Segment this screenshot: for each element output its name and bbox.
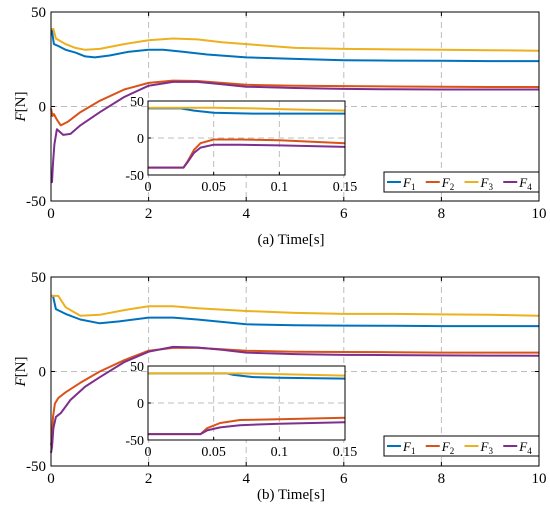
legend-label-f4: F4 xyxy=(518,439,532,456)
y-axis-label-unit: [N] xyxy=(13,357,29,378)
x-tick-label: 2 xyxy=(145,206,153,222)
x-tick-label: 8 xyxy=(438,471,446,487)
legend-label-base: F xyxy=(402,175,412,190)
inset-y-tick-label: 50 xyxy=(130,360,144,375)
legend: F1 F2 F3 F4 xyxy=(383,171,540,193)
legend-label-subscript: 4 xyxy=(527,182,532,192)
legend-label-f3: F3 xyxy=(480,439,494,456)
inset-y-tick-label: 50 xyxy=(130,95,144,110)
legend-label-f1: F1 xyxy=(402,439,415,456)
inset-x-tick-label: 0.15 xyxy=(333,180,358,195)
y-axis-label: F[N] xyxy=(13,92,29,123)
legend-label-base: F xyxy=(480,175,490,190)
x-tick-label: 0 xyxy=(47,471,55,487)
legend-label-f1: F1 xyxy=(402,175,415,192)
legend-label-base: F xyxy=(441,175,451,190)
x-tick-label: 6 xyxy=(340,471,348,487)
y-axis-label-symbol: F xyxy=(13,377,29,388)
x-tick-label: 10 xyxy=(532,206,547,222)
inset-x-tick-label: 0 xyxy=(145,180,152,195)
x-tick-label: 8 xyxy=(438,206,446,222)
series-line-f4 xyxy=(50,345,540,453)
inset-background xyxy=(148,101,345,175)
x-tick-label: 2 xyxy=(145,471,153,487)
legend-label-base: F xyxy=(518,439,528,454)
series-line-f4 xyxy=(51,80,539,184)
y-tick-label: 50 xyxy=(31,5,46,21)
legend-label-subscript: 2 xyxy=(450,446,455,456)
inset-y-tick-label: 0 xyxy=(137,397,144,412)
inset-series-line-f3 xyxy=(148,372,346,377)
legend-label-f3: F3 xyxy=(480,175,494,192)
series-line-f2 xyxy=(50,79,539,127)
inset-x-tick-label: 0.1 xyxy=(271,445,289,460)
legend-label-subscript: 1 xyxy=(411,446,416,456)
series-line-f1 xyxy=(51,29,539,63)
legend-label-subscript: 4 xyxy=(527,446,532,456)
y-axis-label-unit: [N] xyxy=(13,92,29,113)
series-line-f1 xyxy=(51,294,539,328)
subplot-caption: (a) Time[s] xyxy=(257,232,324,248)
y-tick-label: -50 xyxy=(26,194,46,210)
legend-label-subscript: 3 xyxy=(488,446,493,456)
legend-label-subscript: 2 xyxy=(450,182,455,192)
inset-series-line-f4 xyxy=(148,143,346,169)
inset-y-tick-label: -50 xyxy=(125,434,144,449)
legend-label-subscript: 1 xyxy=(411,182,416,192)
legend-box xyxy=(383,435,540,457)
series-line-f3 xyxy=(51,294,540,317)
legend-label-subscript: 3 xyxy=(488,182,493,192)
inset-x-tick-label: 0.05 xyxy=(201,445,226,460)
inset-x-tick-label: 0.05 xyxy=(201,180,226,195)
inset-x-tick-label: 0.1 xyxy=(271,180,289,195)
y-axis-label: F[N] xyxy=(13,357,29,388)
legend: F1 F2 F3 F4 xyxy=(383,435,540,457)
y-tick-label: 0 xyxy=(39,100,47,116)
series-line-f3 xyxy=(51,28,540,52)
legend-label-base: F xyxy=(518,175,528,190)
x-tick-label: 4 xyxy=(242,471,250,487)
inset-x-tick-label: 0 xyxy=(145,445,152,460)
inset-y-tick-label: -50 xyxy=(125,169,144,184)
inset-x-tick-label: 0.15 xyxy=(333,445,358,460)
legend-label-f4: F4 xyxy=(518,175,532,192)
y-tick-label: 0 xyxy=(39,365,47,381)
legend-label-f2: F2 xyxy=(441,439,454,456)
legend-label-base: F xyxy=(402,439,412,454)
subplot-caption: (b) Time[s] xyxy=(257,487,325,503)
y-axis-label-symbol: F xyxy=(13,112,29,123)
x-tick-label: 6 xyxy=(340,206,348,222)
y-tick-label: 50 xyxy=(31,270,46,286)
legend-label-f2: F2 xyxy=(441,175,454,192)
legend-label-base: F xyxy=(480,439,490,454)
legend-label-base: F xyxy=(441,439,451,454)
inset-y-tick-label: 0 xyxy=(137,132,144,147)
x-tick-label: 4 xyxy=(242,206,250,222)
legend-box xyxy=(383,171,540,193)
inset-series-line-f4 xyxy=(148,421,346,436)
x-tick-label: 10 xyxy=(532,471,547,487)
inset-series-line-f3 xyxy=(148,106,346,112)
x-tick-label: 0 xyxy=(47,206,55,222)
y-tick-label: -50 xyxy=(26,459,46,475)
